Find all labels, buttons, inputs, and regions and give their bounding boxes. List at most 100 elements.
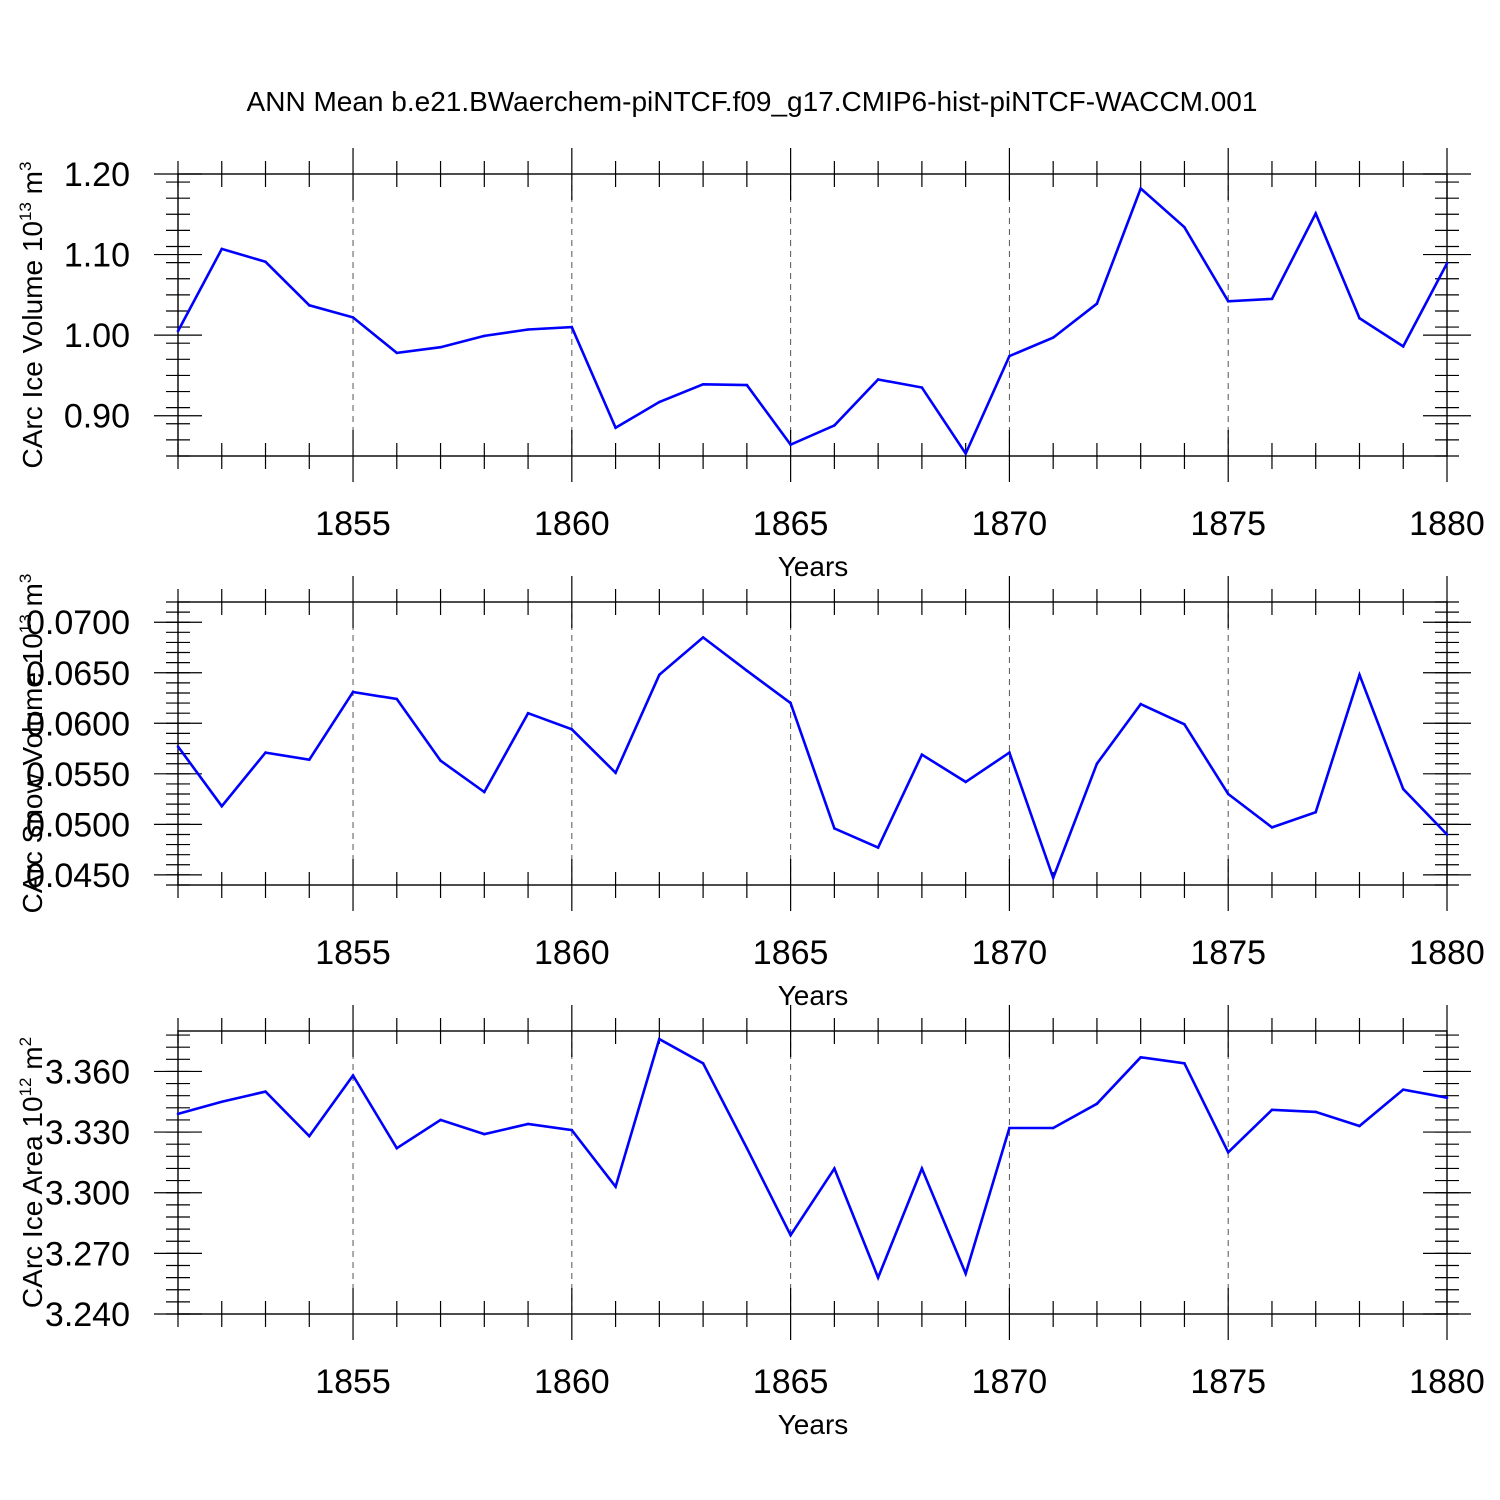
data-point (439, 345, 442, 349)
data-point (1314, 1110, 1318, 1114)
y-tick-label: 1.00 (64, 317, 130, 355)
x-tick-label: 1865 (753, 505, 829, 543)
data-point (920, 386, 924, 389)
data-point (264, 1090, 267, 1093)
data-point (1008, 1126, 1011, 1130)
data-point (439, 759, 442, 762)
x-tick-label: 1870 (972, 1363, 1048, 1401)
data-point (745, 1146, 749, 1150)
data-point (701, 382, 705, 386)
data-point (395, 351, 399, 355)
data-point (1270, 826, 1274, 829)
y-tick-label: 3.330 (45, 1114, 130, 1152)
data-point (1445, 1096, 1449, 1100)
data-point (220, 804, 224, 808)
data-point (701, 1062, 705, 1065)
data-point (876, 846, 880, 849)
data-point (789, 443, 792, 447)
data-point (833, 827, 836, 830)
data-point (176, 745, 180, 748)
panel-2: 0.0450 0.0500 0.0550 0.0600 0.0650 0.0700 1855… (16, 574, 1485, 1011)
data-point (570, 325, 574, 329)
data-point (1445, 833, 1449, 836)
data-point (614, 771, 617, 775)
data-point (264, 751, 267, 754)
data-point (1401, 1088, 1405, 1091)
y-tick-label: 0.0550 (26, 756, 130, 794)
data-point (1139, 187, 1142, 190)
data-point (1358, 673, 1361, 677)
x-tick-label: 1875 (1190, 1363, 1266, 1401)
data-point (1314, 810, 1318, 814)
data-point (264, 260, 267, 264)
data-point (658, 1037, 661, 1041)
data-point (1314, 212, 1318, 215)
data-point (1270, 297, 1274, 301)
plot-frame (177, 1030, 1448, 1315)
data-point (1008, 354, 1011, 358)
data-point (701, 636, 705, 639)
data-point (789, 1233, 792, 1237)
data-point (570, 1128, 574, 1132)
data-point (745, 669, 749, 673)
data-point (1051, 1126, 1055, 1130)
data-point (1401, 787, 1405, 791)
y-tick-label: 0.0500 (26, 806, 130, 844)
data-point (1183, 225, 1186, 229)
data-point (1358, 1124, 1361, 1128)
x-axis-label: Years (778, 551, 849, 582)
y-tick-label: 0.0600 (26, 705, 130, 743)
data-point (1139, 702, 1142, 706)
data-point (176, 1112, 180, 1116)
panel-1: 0.90 1.00 1.10 1.20 1855 1860 1865 1870 1875 1880… (16, 148, 1485, 582)
y-tick-label: 3.240 (45, 1296, 130, 1334)
data-point (526, 328, 530, 331)
series-line (176, 635, 1448, 882)
x-axis-label: Years (778, 1409, 849, 1440)
data-point (439, 1118, 442, 1122)
x-tick-label: 1880 (1409, 934, 1485, 972)
data-point (658, 400, 661, 404)
data-point (876, 378, 880, 381)
data-point (483, 334, 486, 338)
x-tick-label: 1860 (534, 1363, 610, 1401)
data-point (1358, 316, 1361, 320)
y-tick-label: 0.0700 (26, 604, 130, 642)
y-tick-label: 0.90 (64, 398, 130, 436)
x-tick-label: 1870 (972, 505, 1048, 543)
x-axis-label: Years (778, 980, 849, 1011)
data-point (614, 426, 617, 430)
data-point (220, 247, 224, 251)
data-point (833, 1167, 836, 1170)
x-tick-label: 1865 (753, 934, 829, 972)
data-point (1095, 302, 1099, 306)
data-point (920, 753, 924, 756)
data-point (1445, 262, 1449, 265)
data-point (395, 697, 399, 701)
y-axis-label: CArc Ice Volume 1013 m3 (16, 162, 48, 469)
data-point (483, 1132, 486, 1136)
y-tick-label: 1.20 (64, 156, 130, 194)
y-axis-label: CArc Ice Area 1012 m2 (16, 1037, 48, 1308)
data-point (1139, 1055, 1142, 1059)
data-point (351, 690, 355, 694)
x-tick-label: 1860 (534, 505, 610, 543)
data-point (920, 1167, 924, 1170)
plot-frame (177, 173, 1448, 457)
series-line (176, 186, 1449, 457)
data-point (876, 1276, 880, 1279)
data-point (964, 780, 967, 784)
x-tick-label: 1875 (1190, 934, 1266, 972)
data-point (351, 316, 355, 319)
data-point (964, 452, 967, 455)
data-point (1183, 1062, 1186, 1065)
data-point (1095, 1102, 1099, 1106)
data-point (1183, 722, 1186, 726)
data-point (1008, 751, 1011, 754)
x-tick-label: 1855 (315, 934, 391, 972)
data-point (1226, 300, 1230, 303)
data-point (307, 1134, 311, 1138)
data-point (833, 424, 836, 427)
chart-title: ANN Mean b.e21.BWaerchem-piNTCF.f09_g17.… (247, 86, 1258, 117)
data-point (1226, 792, 1230, 796)
